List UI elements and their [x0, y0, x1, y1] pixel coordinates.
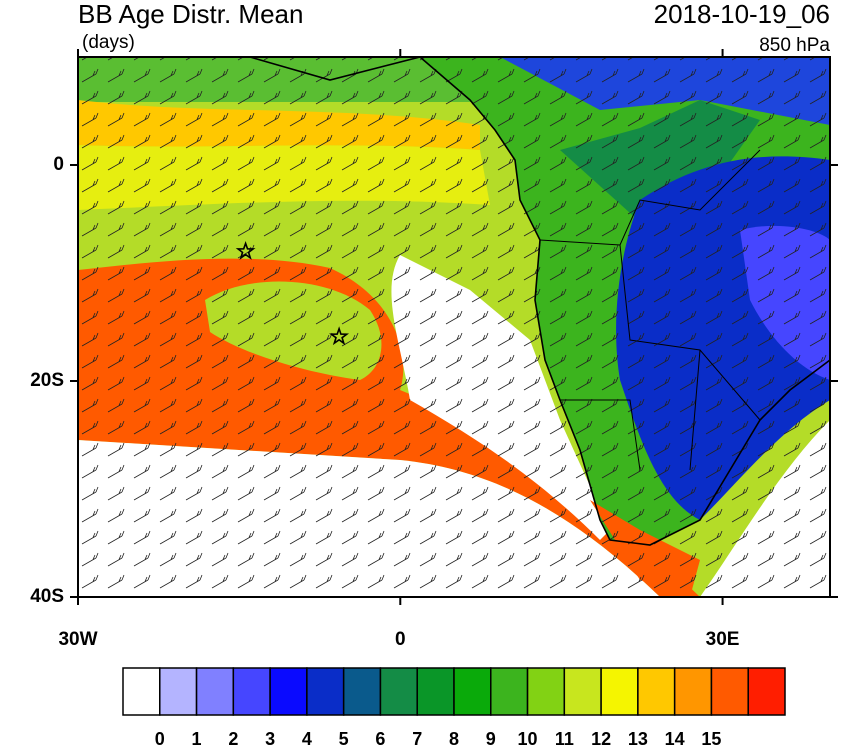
- units: (days): [82, 32, 135, 53]
- title: BB Age Distr. Mean: [78, 0, 303, 29]
- colorbar-label: 7: [412, 729, 422, 749]
- colorbar-box: [232, 667, 271, 716]
- colorbar-box: [379, 667, 418, 716]
- datetime: 2018-10-19_06: [654, 0, 830, 29]
- y-tick-label: 40S: [30, 586, 64, 607]
- colorbar-label: 2: [228, 729, 238, 749]
- colorbar-label: 5: [339, 729, 349, 749]
- colorbar-label: 13: [628, 729, 648, 749]
- colorbar-label: 11: [555, 729, 574, 749]
- colorbar-label: 3: [265, 729, 275, 749]
- colorbar-box: [600, 667, 639, 716]
- colorbar-box: [416, 667, 455, 716]
- colorbar-box: [637, 667, 676, 716]
- colorbar-label: 6: [375, 729, 385, 749]
- colorbar-label: 9: [486, 729, 496, 749]
- star-marker: [329, 326, 350, 346]
- colorbar-box: [673, 667, 713, 716]
- map-frame: [77, 56, 831, 598]
- colorbar-box: [195, 667, 235, 716]
- colorbar-box: [122, 667, 161, 716]
- colorbar-box: [453, 667, 492, 716]
- colorbar-label: 4: [302, 729, 312, 749]
- colorbar-box: [710, 667, 749, 716]
- level: 850 hPa: [759, 35, 830, 56]
- colorbar-label: 14: [665, 729, 685, 749]
- colorbar-label: 12: [591, 729, 611, 749]
- colorbar-label: 1: [192, 729, 202, 749]
- x-tick-label: 30E: [706, 629, 740, 650]
- map-field: [78, 57, 830, 597]
- colorbar-box: [269, 667, 308, 716]
- colorbar-label: 10: [518, 729, 538, 749]
- y-tick-label: 0: [53, 154, 64, 175]
- x-tick-label: 30W: [58, 629, 97, 650]
- colorbar-box: [159, 667, 198, 716]
- colorbar-label: 8: [449, 729, 459, 749]
- colorbar-label: 0: [155, 729, 165, 749]
- colorbar-box: [490, 667, 529, 716]
- colorbar-box: [342, 667, 382, 716]
- colorbar-box: [306, 667, 345, 716]
- y-tick-label: 20S: [30, 370, 64, 391]
- x-tick-label: 0: [395, 629, 406, 650]
- star-marker: [235, 240, 256, 260]
- colorbar-label: 15: [701, 729, 721, 749]
- colorbar-box: [747, 667, 786, 716]
- colorbar-box: [526, 667, 566, 716]
- colorbar-box: [563, 667, 602, 716]
